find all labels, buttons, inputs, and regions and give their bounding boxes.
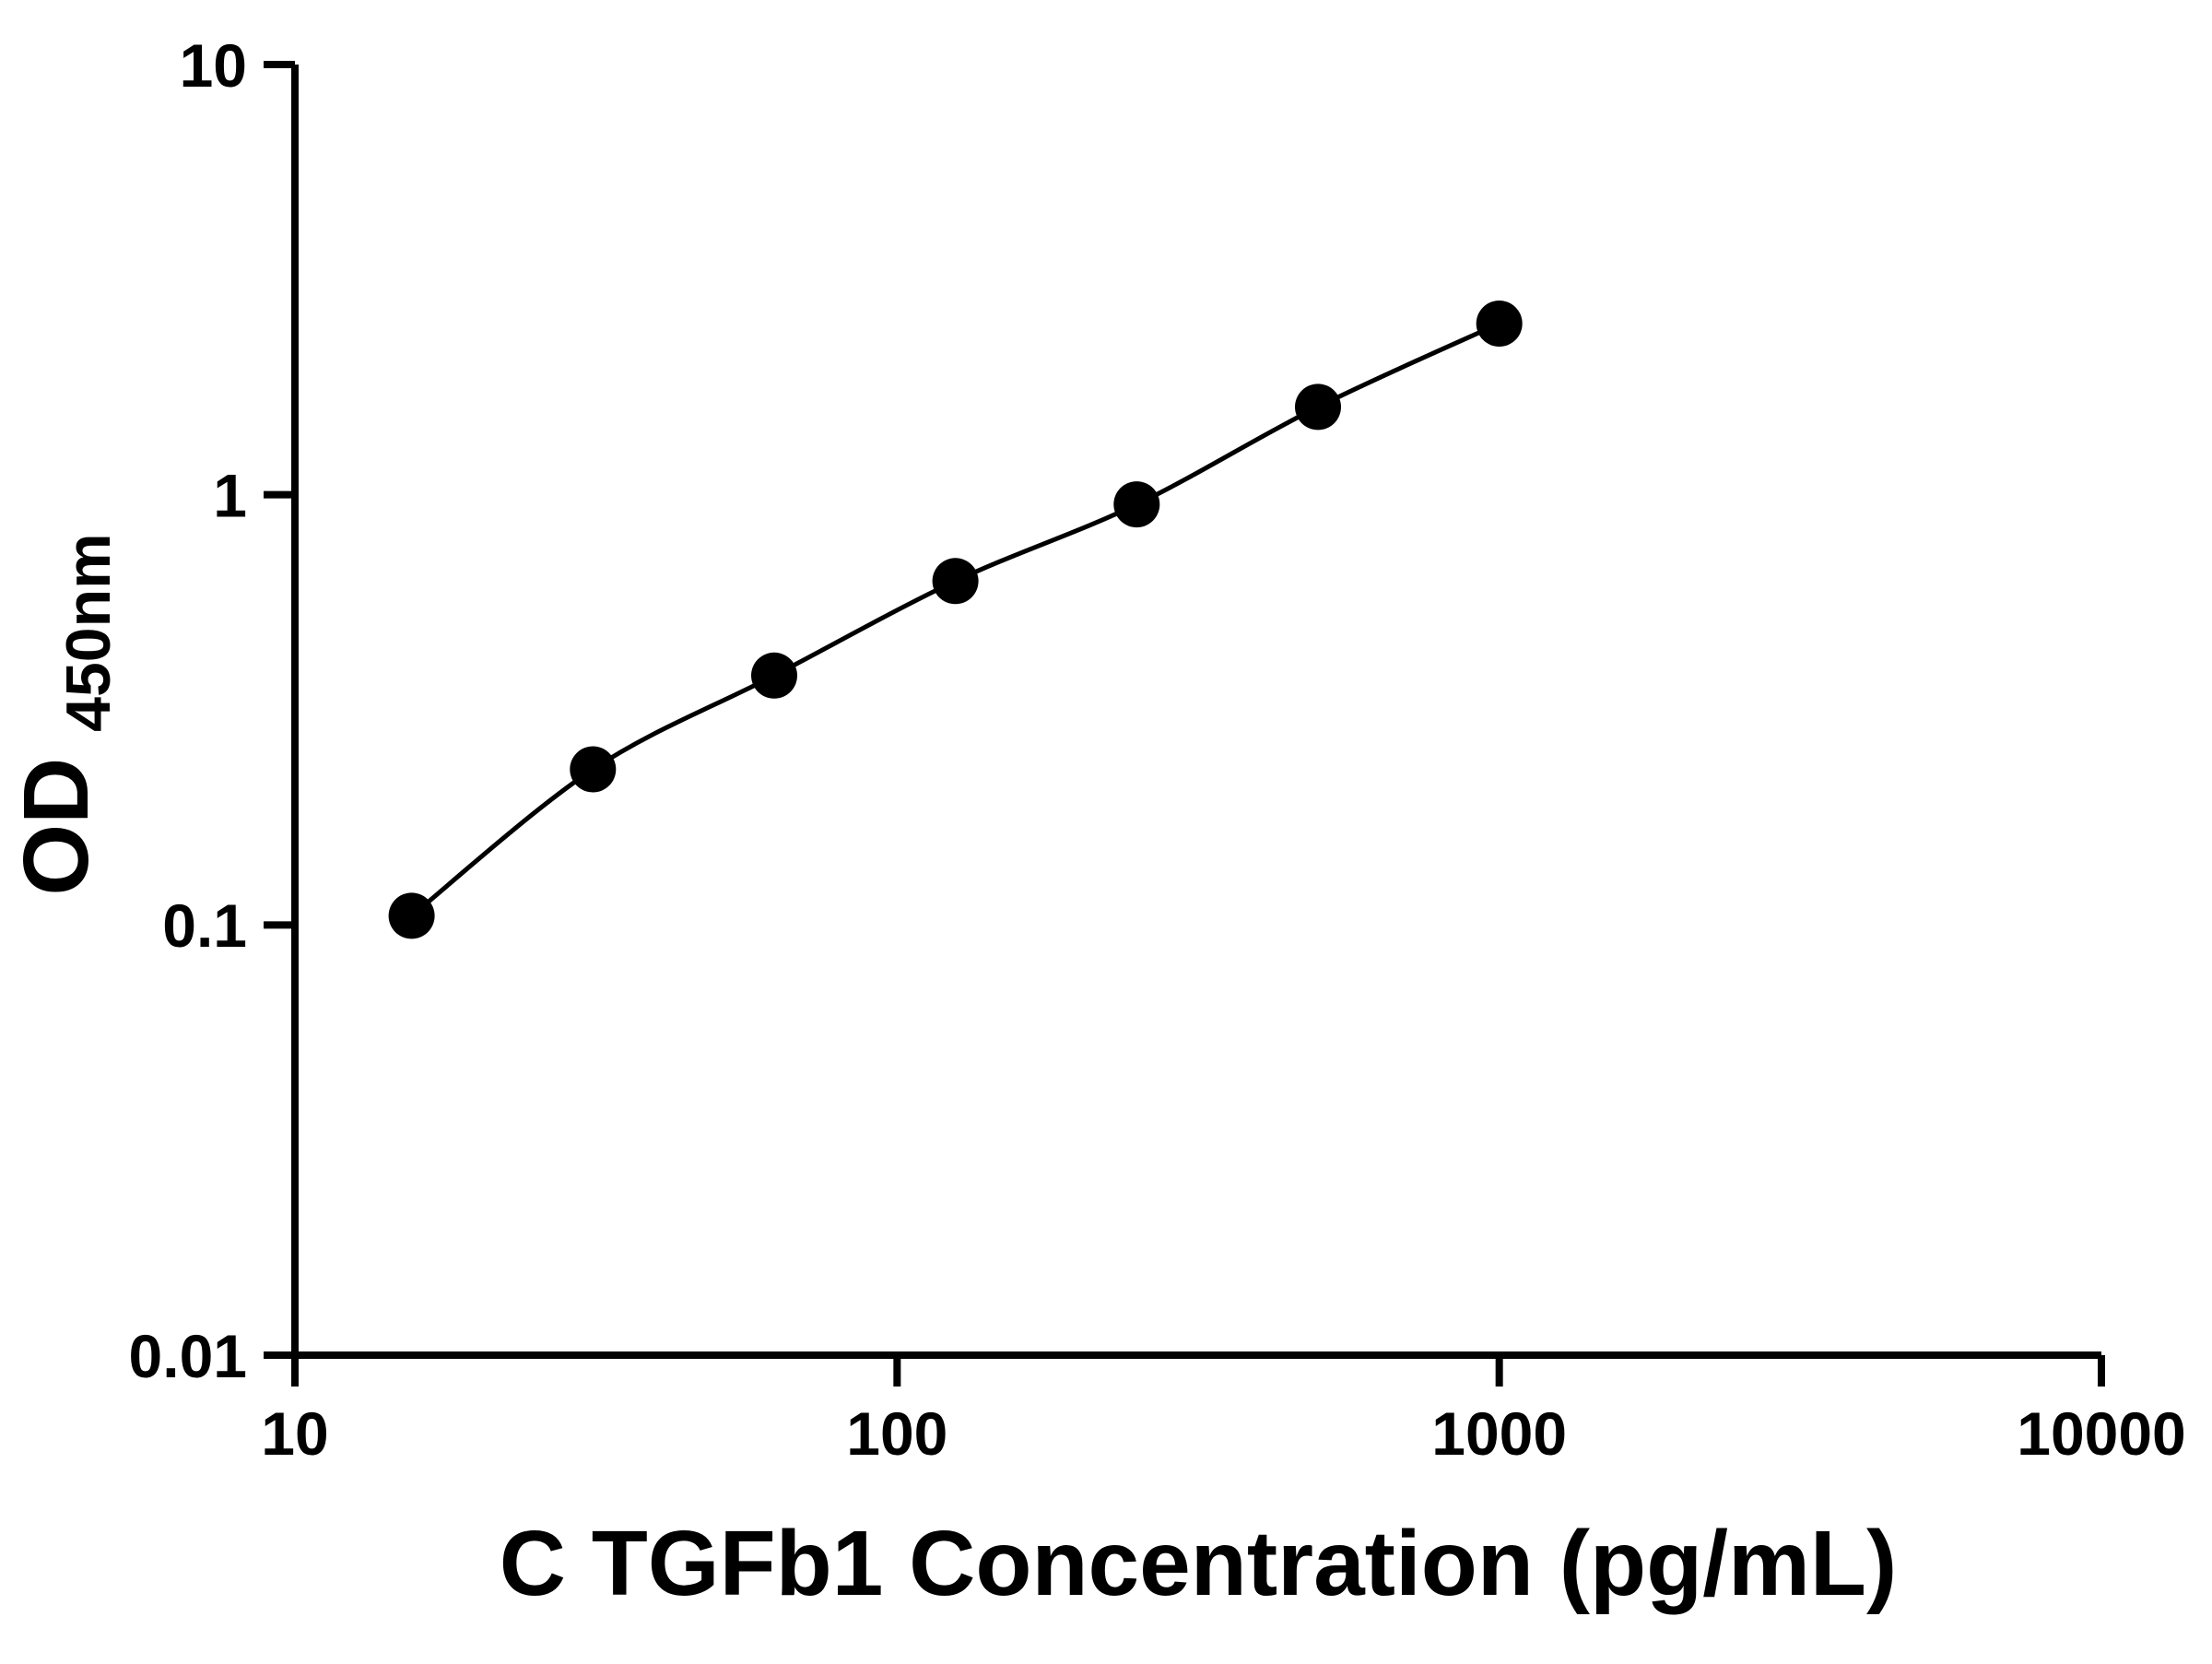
y-axis-title: OD 450nm	[5, 533, 124, 895]
x-axis-title: C TGFb1 Concentration (pg/mL)	[500, 1512, 1898, 1615]
data-points	[388, 301, 1523, 939]
data-point	[751, 652, 797, 699]
y-axis-title-subscript: 450nm	[53, 533, 124, 731]
y-tick-label: 0.1	[162, 891, 247, 960]
x-tick-label: 1000	[1431, 1399, 1567, 1468]
y-axis-title-main: OD	[5, 758, 108, 896]
x-tick-label: 100	[846, 1399, 947, 1468]
data-point	[1113, 481, 1160, 528]
y-tick-label: 1	[213, 461, 247, 529]
y-tick-label: 0.01	[129, 1322, 247, 1390]
axis-ticks	[264, 61, 2105, 1387]
data-point	[932, 558, 979, 605]
x-tick-label: 10000	[2017, 1399, 2186, 1468]
data-point	[1476, 301, 1523, 347]
axis-spine	[291, 65, 2101, 1359]
data-point	[388, 892, 435, 939]
y-tick-labels: 0.01 0.1 1 10	[129, 31, 247, 1390]
x-tick-label: 10	[261, 1399, 328, 1468]
data-point	[570, 746, 617, 793]
axes	[291, 65, 2101, 1359]
data-point	[1295, 384, 1341, 431]
y-tick-label: 10	[180, 31, 247, 100]
x-tick-labels: 10 100 1000 10000	[261, 1399, 2185, 1468]
